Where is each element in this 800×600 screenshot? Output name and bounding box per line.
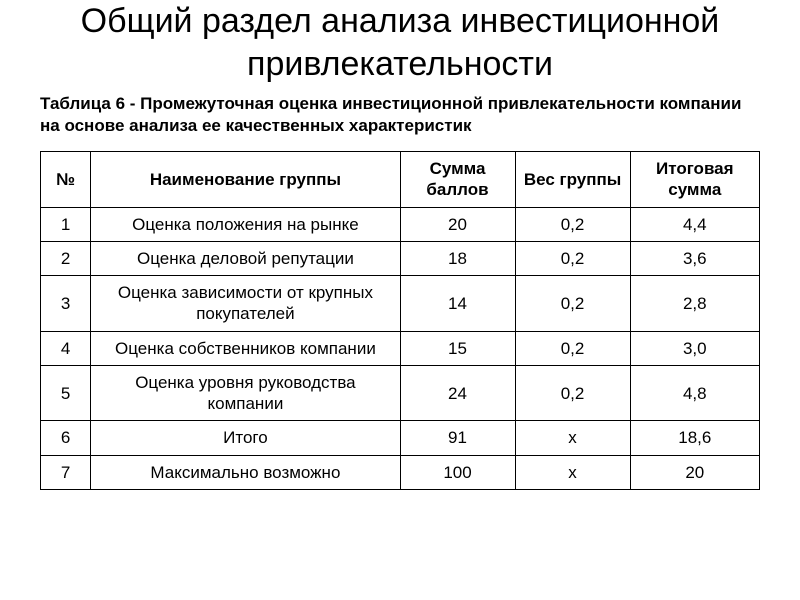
cell-name: Оценка положения на рынке [91, 207, 400, 241]
col-header-name: Наименование группы [91, 152, 400, 208]
cell-number: 4 [41, 331, 91, 365]
cell-name: Оценка уровня руководства компании [91, 365, 400, 421]
table-row: 6 Итого 91 x 18,6 [41, 421, 760, 455]
cell-total: 3,0 [630, 331, 759, 365]
cell-number: 2 [41, 241, 91, 275]
cell-total: 3,6 [630, 241, 759, 275]
table-row: 3 Оценка зависимости от крупных покупате… [41, 276, 760, 332]
cell-weight: 0,2 [515, 207, 630, 241]
table-row: 7 Максимально возможно 100 x 20 [41, 455, 760, 489]
cell-weight: 0,2 [515, 365, 630, 421]
table-caption: Таблица 6 - Промежуточная оценка инвести… [40, 93, 760, 137]
cell-weight: x [515, 455, 630, 489]
cell-sum: 20 [400, 207, 515, 241]
table-header-row: № Наименование группы Сумма баллов Вес г… [41, 152, 760, 208]
cell-name: Максимально возможно [91, 455, 400, 489]
cell-sum: 91 [400, 421, 515, 455]
cell-sum: 100 [400, 455, 515, 489]
cell-total: 18,6 [630, 421, 759, 455]
cell-name: Итого [91, 421, 400, 455]
cell-name: Оценка зависимости от крупных покупателе… [91, 276, 400, 332]
cell-sum: 14 [400, 276, 515, 332]
cell-number: 6 [41, 421, 91, 455]
cell-sum: 18 [400, 241, 515, 275]
cell-number: 5 [41, 365, 91, 421]
table-row: 5 Оценка уровня руководства компании 24 … [41, 365, 760, 421]
col-header-number: № [41, 152, 91, 208]
col-header-weight: Вес группы [515, 152, 630, 208]
cell-weight: x [515, 421, 630, 455]
table-row: 1 Оценка положения на рынке 20 0,2 4,4 [41, 207, 760, 241]
assessment-table: № Наименование группы Сумма баллов Вес г… [40, 151, 760, 490]
cell-number: 7 [41, 455, 91, 489]
page-title: Общий раздел анализа инвестиционной прив… [40, 0, 760, 85]
cell-name: Оценка собственников компании [91, 331, 400, 365]
cell-sum: 24 [400, 365, 515, 421]
cell-number: 3 [41, 276, 91, 332]
col-header-total: Итоговая сумма [630, 152, 759, 208]
cell-total: 2,8 [630, 276, 759, 332]
cell-name: Оценка деловой репутации [91, 241, 400, 275]
cell-total: 20 [630, 455, 759, 489]
col-header-sum: Сумма баллов [400, 152, 515, 208]
cell-weight: 0,2 [515, 331, 630, 365]
cell-weight: 0,2 [515, 241, 630, 275]
cell-sum: 15 [400, 331, 515, 365]
cell-weight: 0,2 [515, 276, 630, 332]
table-row: 4 Оценка собственников компании 15 0,2 3… [41, 331, 760, 365]
cell-number: 1 [41, 207, 91, 241]
cell-total: 4,8 [630, 365, 759, 421]
cell-total: 4,4 [630, 207, 759, 241]
table-row: 2 Оценка деловой репутации 18 0,2 3,6 [41, 241, 760, 275]
